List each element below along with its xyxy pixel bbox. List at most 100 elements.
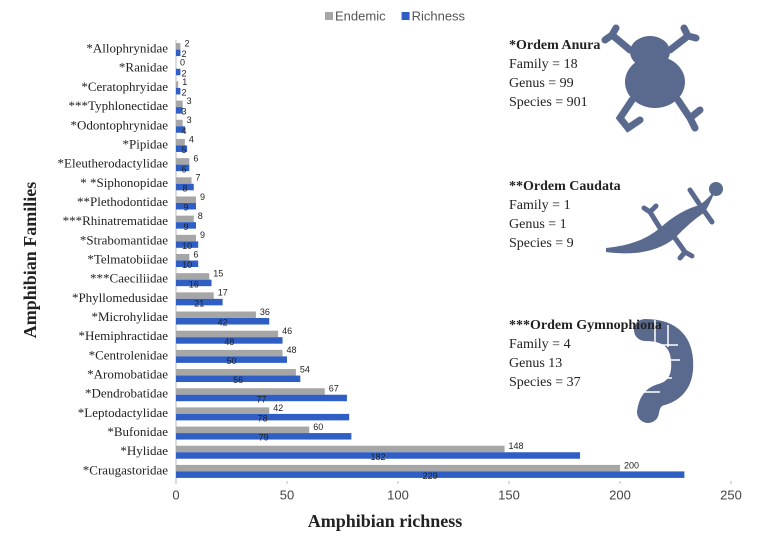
- bar: [176, 407, 270, 414]
- y-tick-label: *Allophrynidae: [86, 41, 168, 56]
- bar: [176, 68, 181, 76]
- y-tick-label: ***Caeciliidae: [90, 271, 168, 286]
- bar: [176, 81, 179, 88]
- bar: [176, 49, 181, 57]
- bar: [176, 375, 301, 383]
- annotation-line: Species = 9: [509, 236, 574, 251]
- annotation-line: Family = 4: [509, 337, 571, 352]
- annotation-line: Genus = 99: [509, 76, 574, 91]
- value-label: 17: [218, 288, 228, 298]
- bar: [176, 183, 194, 191]
- x-tick-label: 0: [172, 487, 179, 502]
- value-label: 229: [423, 471, 438, 481]
- x-tick-label: 200: [609, 487, 631, 502]
- y-tick-label: * *Siphonopidae: [80, 175, 168, 190]
- value-label: 2: [181, 68, 186, 78]
- annotation-line: Genus = 1: [509, 217, 567, 232]
- bar: [176, 471, 685, 478]
- annotation-line: Family = 18: [509, 57, 578, 72]
- bar: [176, 241, 199, 248]
- value-label: 7: [196, 173, 201, 183]
- bar: [176, 254, 190, 261]
- value-label: 56: [233, 375, 243, 385]
- y-tick-label: *Hemiphractidae: [78, 328, 168, 343]
- y-tick-label: *Centrolenidae: [89, 347, 169, 362]
- value-label: 148: [509, 441, 524, 451]
- bar: [176, 413, 350, 421]
- value-label: 10: [182, 241, 192, 251]
- legend-label: Endemic: [335, 8, 386, 23]
- y-tick-label: *Craugastoridae: [83, 462, 168, 477]
- y-tick-label: *Bufonidae: [107, 424, 168, 439]
- bar: [176, 464, 620, 472]
- legend-swatch: [401, 12, 410, 20]
- bar: [176, 234, 196, 242]
- bar: [176, 337, 283, 344]
- value-label: 36: [260, 307, 270, 317]
- value-label: 42: [273, 403, 283, 413]
- value-label: 10: [182, 260, 192, 270]
- y-tick-label: ***Rhinatrematidae: [63, 213, 169, 228]
- bar: [176, 43, 181, 50]
- value-label: 46: [282, 326, 292, 336]
- y-tick-label: *Hylidae: [120, 443, 168, 458]
- y-tick-label: *Eleutherodactylidae: [58, 156, 169, 171]
- bar: [176, 100, 183, 108]
- bar: [176, 126, 185, 133]
- value-label: 6: [193, 249, 198, 259]
- y-tick-label: *Ceratophryidae: [81, 79, 168, 94]
- value-label: 16: [189, 279, 199, 289]
- bar: [176, 445, 505, 453]
- bar: [176, 202, 196, 210]
- value-label: 78: [258, 414, 268, 424]
- value-label: 9: [183, 203, 188, 213]
- bar: [176, 330, 279, 338]
- value-label: 54: [300, 364, 310, 374]
- bar: [176, 394, 347, 402]
- bar: [176, 107, 183, 114]
- bar: [176, 426, 310, 434]
- bar: [176, 196, 196, 203]
- frog-icon: [601, 24, 704, 133]
- value-label: 0: [180, 58, 185, 68]
- annotation-title: **Ordem Caudata: [509, 179, 621, 194]
- x-tick-label: 50: [280, 487, 294, 502]
- annotation-line: Species = 37: [509, 375, 581, 390]
- x-tick-label: 100: [387, 487, 409, 502]
- y-tick-label: *Telmatobiidae: [87, 251, 168, 266]
- bar: [176, 279, 212, 287]
- bar: [176, 318, 270, 325]
- value-label: 50: [226, 356, 236, 366]
- value-label: 48: [224, 337, 234, 347]
- y-tick-label: *Leptodactylidae: [78, 405, 168, 420]
- y-tick-label: *Dendrobatidae: [85, 386, 168, 401]
- y-tick-label: *Odontophrynidae: [71, 117, 169, 132]
- bar: [176, 164, 190, 172]
- annotation-line: Genus 13: [509, 356, 562, 371]
- value-label: 77: [256, 394, 266, 404]
- value-label: 9: [183, 222, 188, 232]
- value-label: 21: [194, 298, 204, 308]
- bar: [176, 369, 296, 376]
- y-tick-label: *Phyllomedusidae: [72, 290, 168, 305]
- annotation-title: ***Ordem Gymnophiona: [509, 318, 662, 333]
- value-label: 8: [182, 183, 187, 193]
- bar: [176, 260, 199, 267]
- bar: [176, 222, 196, 229]
- value-label: 4: [181, 126, 186, 136]
- x-tick-label: 150: [498, 487, 520, 502]
- bar: [176, 433, 352, 440]
- value-label: 2: [184, 38, 189, 48]
- value-label: 6: [193, 154, 198, 164]
- value-label: 67: [329, 384, 339, 394]
- y-tick-label: *Strabomantidae: [80, 232, 168, 247]
- y-tick-label: *Pipidae: [123, 136, 169, 151]
- caecilian-icon: [634, 319, 694, 423]
- value-label: 42: [218, 318, 228, 328]
- value-label: 79: [259, 433, 269, 443]
- value-label: 5: [181, 145, 186, 155]
- y-tick-label: *Microhylidae: [91, 309, 168, 324]
- value-label: 4: [189, 134, 194, 144]
- y-tick-label: ***Typhlonectidae: [69, 98, 169, 113]
